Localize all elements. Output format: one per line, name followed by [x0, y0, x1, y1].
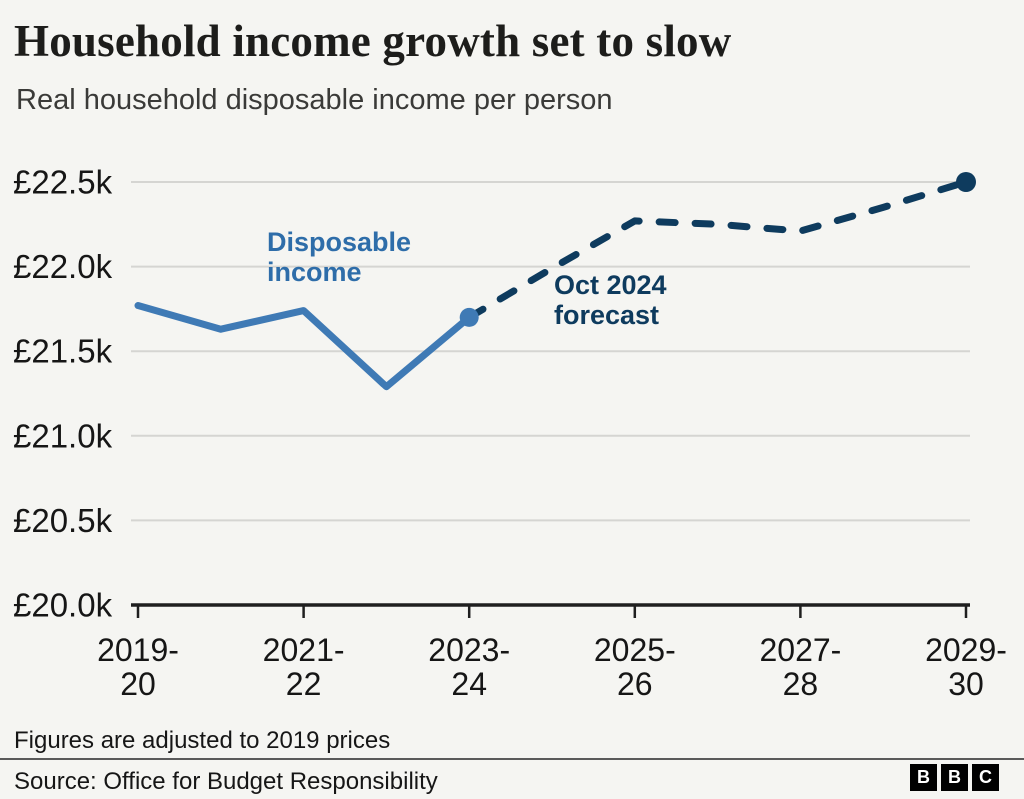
bbc-logo-letter-b2: B	[941, 764, 968, 791]
footnote: Figures are adjusted to 2019 prices	[14, 727, 391, 754]
series-line-oct-2024-forecast	[465, 178, 970, 321]
y-axis-label: £20.0k	[13, 587, 113, 624]
annotation-disposable-income: Disposable income	[267, 227, 412, 288]
endpoint-dot-disposable-income	[459, 307, 479, 327]
bbc-logo: B B C	[910, 764, 999, 791]
bbc-logo-letter-c: C	[972, 764, 999, 791]
endpoint-dot-oct-2024-forecast	[956, 172, 976, 192]
source-text: Source: Office for Budget Responsibility	[14, 768, 438, 795]
bbc-logo-letter-b1: B	[910, 764, 937, 791]
page-title: Household income growth set to slow	[14, 16, 732, 66]
y-axis-label: £22.5k	[13, 164, 113, 201]
series-line-disposable-income	[134, 302, 473, 391]
x-axis-label: 2023-24	[428, 632, 510, 702]
x-axis-label: 2021-22	[263, 632, 345, 702]
x-axis-label: 2025-26	[594, 632, 676, 702]
footer-divider	[0, 758, 1024, 760]
annotation-oct-2024-forecast: Oct 2024 forecast	[554, 270, 667, 331]
x-axis-label: 2029-30	[925, 632, 1007, 702]
chart-subtitle: Real household disposable income per per…	[16, 84, 613, 116]
y-axis-label: £22.0k	[13, 248, 113, 285]
y-axis-label: £20.5k	[13, 502, 113, 539]
x-axis-label: 2019-20	[97, 632, 179, 702]
y-axis-label: £21.0k	[13, 417, 113, 454]
y-axis-label: £21.5k	[13, 333, 113, 370]
x-axis-label: 2027-28	[759, 632, 841, 702]
